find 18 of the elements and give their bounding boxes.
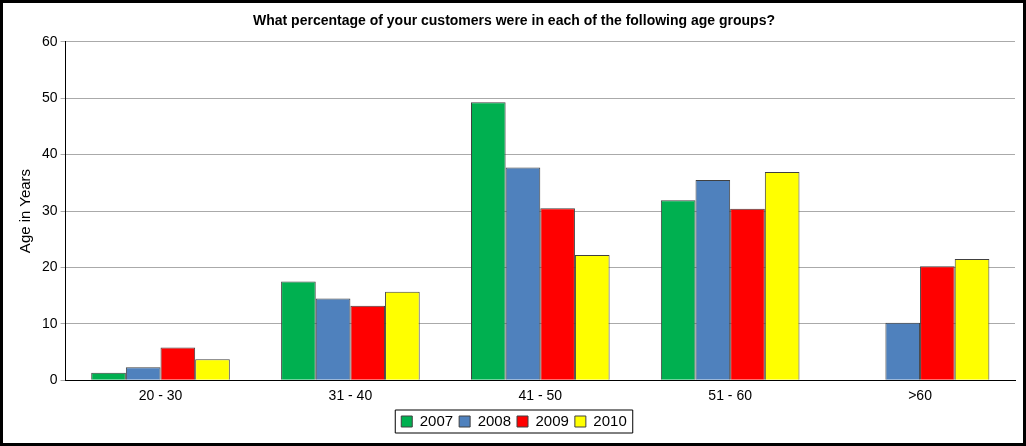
- y-tick-label: 30: [41, 201, 58, 218]
- y-tick-label: 0: [49, 371, 58, 388]
- chart-title: What percentage of your customers were in each of the following age groups?: [253, 12, 775, 29]
- legend-label: 2008: [477, 411, 512, 429]
- y-tick-label: 50: [41, 89, 58, 106]
- x-tick-label: 41 - 50: [518, 387, 563, 404]
- y-tick-label: 20: [41, 258, 58, 275]
- x-tick-label: >60: [908, 387, 933, 404]
- y-tick-label: 10: [41, 314, 58, 331]
- legend-label: 2009: [535, 411, 569, 429]
- x-tick-label: 20 - 30: [138, 387, 183, 404]
- y-axis-title: Age in Years: [16, 168, 34, 254]
- y-tick-label: 60: [41, 32, 58, 49]
- legend-label: 2010: [593, 411, 627, 429]
- y-tick-label: 40: [41, 145, 58, 162]
- x-tick-label: 31 - 40: [328, 387, 373, 404]
- legend-label: 2007: [419, 411, 454, 429]
- x-tick-label: 51 - 60: [708, 387, 753, 404]
